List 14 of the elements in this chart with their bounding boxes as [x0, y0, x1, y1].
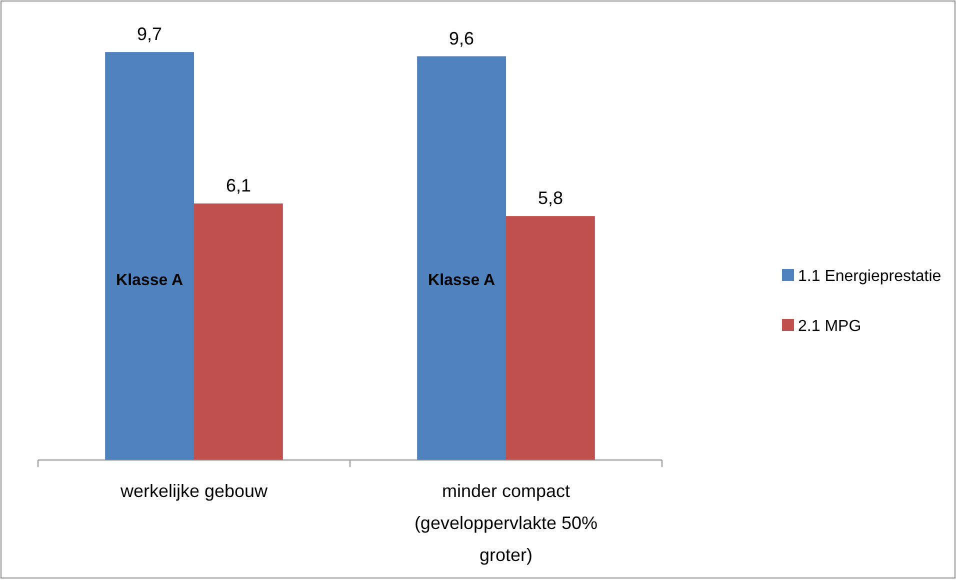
data-label: 5,8 — [538, 188, 563, 208]
bar — [194, 203, 283, 460]
bar — [105, 52, 194, 460]
data-label: 6,1 — [226, 175, 251, 196]
annotation: Klasse A — [116, 272, 184, 290]
legend-label: 1.1 Energieprestatie — [798, 268, 942, 285]
annotation: Klasse A — [428, 272, 496, 290]
data-label: 9,6 — [449, 28, 474, 48]
x-tick-label: werkelijke gebouw — [119, 481, 269, 501]
data-label: 9,7 — [137, 24, 162, 44]
x-tick-label: minder compact (geveloppervlakte 50% groter) — [414, 481, 598, 565]
bar — [417, 56, 506, 460]
legend-label: 2.1 MPG — [798, 318, 862, 335]
bar — [506, 216, 595, 460]
